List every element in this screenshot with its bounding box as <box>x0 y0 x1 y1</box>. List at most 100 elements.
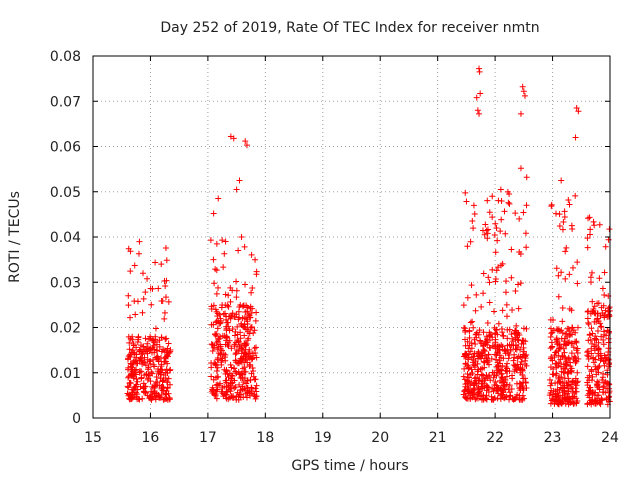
data-point <box>573 105 580 112</box>
data-point <box>477 90 484 97</box>
data-point <box>246 363 253 370</box>
data-point <box>572 134 579 141</box>
data-point <box>226 337 233 344</box>
data-point <box>461 365 468 372</box>
data-point <box>236 381 243 388</box>
data-point <box>478 340 485 347</box>
data-point <box>134 386 141 393</box>
data-point <box>485 274 492 281</box>
data-point <box>466 334 473 341</box>
data-point <box>242 281 249 288</box>
data-point <box>555 375 562 382</box>
data-point <box>156 395 163 402</box>
data-point <box>596 346 603 353</box>
data-point <box>137 355 144 362</box>
data-point <box>155 285 162 292</box>
data-point <box>484 375 491 382</box>
data-point <box>470 202 477 209</box>
data-point <box>520 209 527 216</box>
data-point <box>233 294 240 301</box>
data-point <box>166 396 173 403</box>
data-point <box>596 386 603 393</box>
data-point <box>473 94 480 101</box>
data-point <box>125 364 132 371</box>
data-point <box>587 231 594 238</box>
data-point <box>248 370 255 377</box>
data-point <box>231 332 238 339</box>
data-point <box>234 389 241 396</box>
data-point <box>470 225 477 232</box>
data-point <box>562 275 569 282</box>
data-point <box>150 342 157 349</box>
data-point <box>232 351 239 358</box>
data-point <box>211 359 218 366</box>
data-point <box>487 345 494 352</box>
data-point <box>136 368 143 375</box>
data-point <box>565 368 572 375</box>
data-point <box>486 337 493 344</box>
data-point <box>210 210 217 217</box>
data-point <box>506 396 513 403</box>
data-point <box>232 368 239 375</box>
data-point <box>468 366 475 373</box>
data-point <box>493 363 500 370</box>
data-point <box>133 366 140 373</box>
data-point <box>130 387 137 394</box>
data-point <box>513 322 520 329</box>
data-point <box>241 243 248 250</box>
data-point <box>463 198 470 205</box>
data-point <box>162 244 169 251</box>
data-point <box>252 317 259 324</box>
data-point <box>503 363 510 370</box>
data-point <box>510 338 517 345</box>
data-point <box>164 360 171 367</box>
data-point <box>554 386 561 393</box>
data-point <box>573 382 580 389</box>
data-point <box>160 372 167 379</box>
data-point <box>213 374 220 381</box>
data-point <box>467 348 474 355</box>
data-point <box>496 357 503 364</box>
data-point <box>130 373 137 380</box>
data-point <box>126 339 133 346</box>
data-point <box>600 370 607 377</box>
data-point <box>125 392 132 399</box>
data-point <box>492 378 499 385</box>
data-point <box>574 324 581 331</box>
data-point <box>555 401 562 408</box>
data-point <box>125 245 132 252</box>
data-point <box>546 376 553 383</box>
data-point <box>212 392 219 399</box>
data-point <box>228 364 235 371</box>
data-point <box>230 394 237 401</box>
data-point <box>242 138 249 145</box>
data-point <box>570 327 577 334</box>
data-point <box>599 310 606 317</box>
data-point <box>604 327 611 334</box>
data-point <box>219 237 226 244</box>
data-point <box>133 381 140 388</box>
data-point <box>152 259 159 266</box>
data-point <box>598 324 605 331</box>
data-point <box>215 344 222 351</box>
data-point <box>509 306 516 313</box>
data-point <box>244 377 251 384</box>
data-point <box>569 226 576 233</box>
data-point <box>214 364 221 371</box>
data-point <box>560 369 567 376</box>
data-point <box>235 247 242 254</box>
data-point <box>584 363 591 370</box>
data-point <box>559 226 566 233</box>
data-point <box>594 316 601 323</box>
data-point <box>562 248 569 255</box>
data-point <box>495 320 502 327</box>
data-point <box>584 374 591 381</box>
data-point <box>470 324 477 331</box>
data-point <box>213 395 220 402</box>
data-point <box>550 317 557 324</box>
data-point <box>480 329 487 336</box>
data-point <box>584 392 591 399</box>
data-point <box>591 222 598 229</box>
data-point <box>131 262 138 269</box>
data-point <box>245 335 252 342</box>
